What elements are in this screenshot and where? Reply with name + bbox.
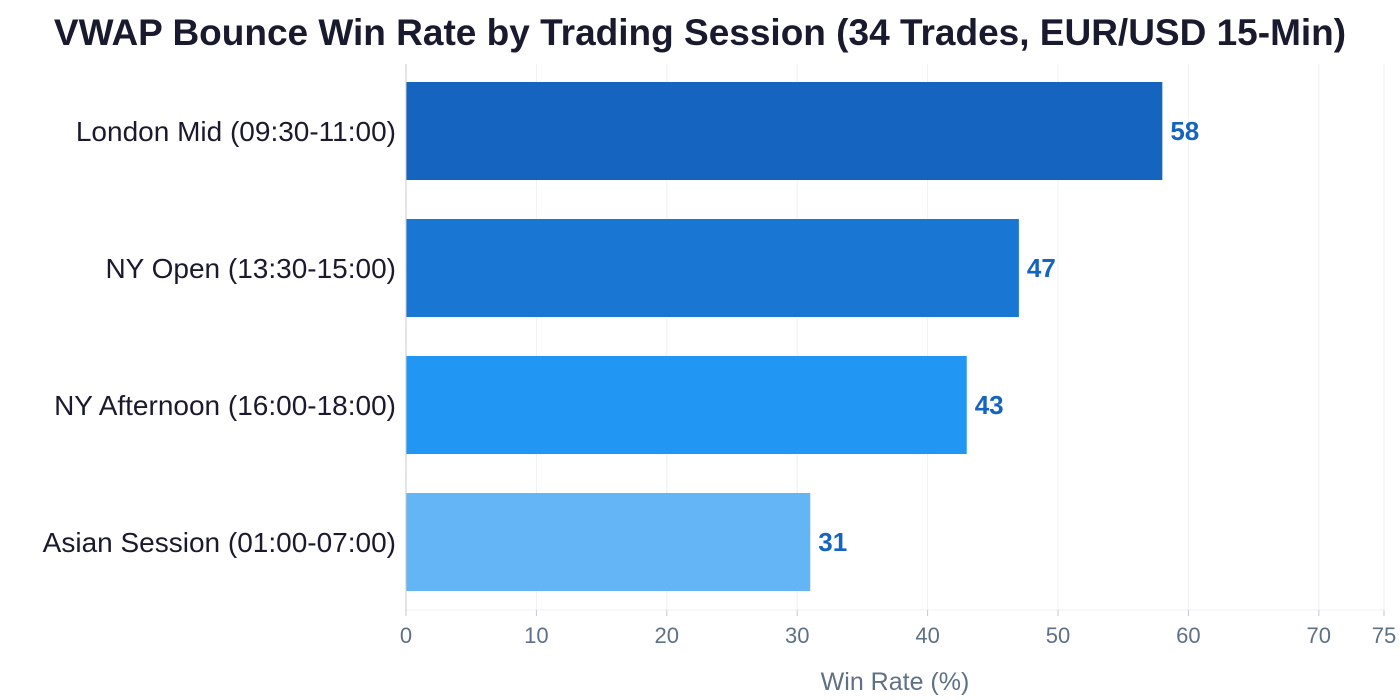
x-axis-label: Win Rate (%): [821, 668, 970, 696]
value-label-2: 43: [975, 390, 1004, 420]
value-label-0: 58: [1170, 116, 1199, 146]
x-tick-label-30: 30: [785, 623, 809, 648]
x-tick-label-70: 70: [1307, 623, 1331, 648]
x-tick-label-0: 0: [400, 623, 412, 648]
chart-title: VWAP Bounce Win Rate by Trading Session …: [53, 12, 1347, 53]
bar-0: [406, 82, 1163, 180]
x-tick-label-40: 40: [915, 623, 939, 648]
x-tick-label-20: 20: [655, 623, 679, 648]
x-tick-label-75: 75: [1372, 623, 1396, 648]
category-label-3: Asian Session (01:00-07:00): [43, 527, 396, 558]
x-tick-label-50: 50: [1046, 623, 1070, 648]
x-tick-label-60: 60: [1176, 623, 1200, 648]
bar-2: [406, 356, 967, 454]
category-label-1: NY Open (13:30-15:00): [105, 253, 396, 284]
bar-1: [406, 219, 1019, 317]
x-tick-label-10: 10: [524, 623, 548, 648]
value-label-1: 47: [1027, 253, 1056, 283]
value-label-3: 31: [818, 527, 847, 557]
category-label-2: NY Afternoon (16:00-18:00): [54, 390, 396, 421]
axis-layer: London Mid (09:30-11:00) NY Open (13:30-1…: [43, 64, 1396, 648]
category-label-0: London Mid (09:30-11:00): [76, 116, 396, 147]
bar-3: [406, 493, 811, 591]
bar-layer: 58 47 43 31: [406, 82, 1199, 591]
